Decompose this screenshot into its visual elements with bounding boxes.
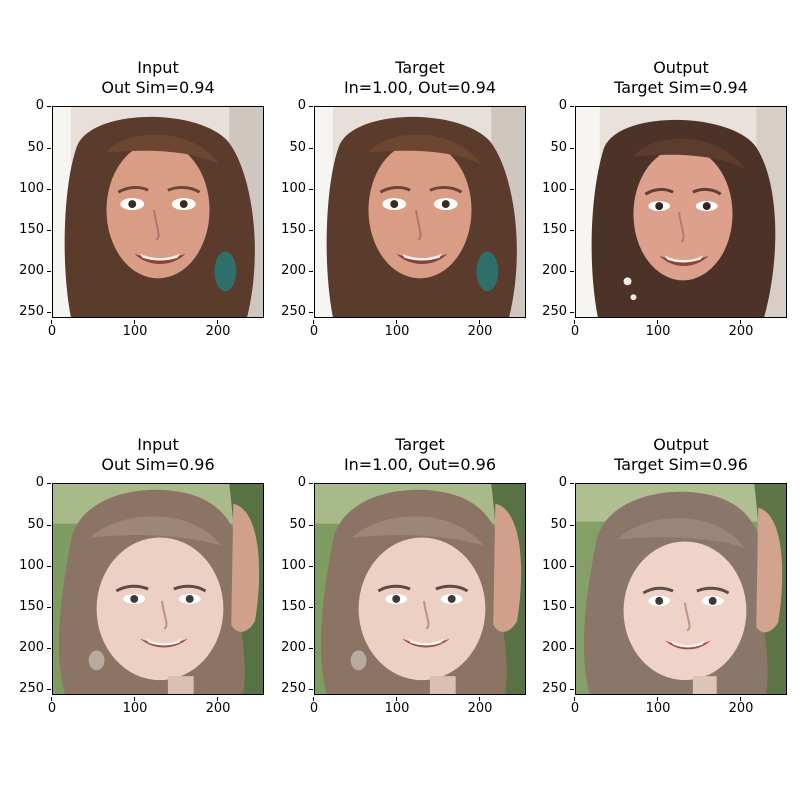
x-tick-label: 200 bbox=[721, 320, 761, 339]
panel-title-line-1: Target bbox=[395, 58, 445, 77]
portrait-image bbox=[315, 107, 525, 317]
y-tick-label: 150 bbox=[527, 223, 574, 237]
x-tick-label: 200 bbox=[198, 697, 238, 716]
panel-title-line-2: In=1.00, Out=0.94 bbox=[343, 78, 497, 97]
x-tick-label: 100 bbox=[377, 697, 417, 716]
y-tick-label: 100 bbox=[527, 559, 574, 573]
panel-title: Output Target Sim=0.96 bbox=[575, 435, 787, 475]
y-tick-label: 50 bbox=[266, 518, 313, 532]
y-tick-label: 50 bbox=[4, 141, 51, 155]
y-tick-label: 200 bbox=[266, 641, 313, 655]
y-tick-label: 0 bbox=[266, 476, 313, 490]
y-tick-label: 150 bbox=[266, 600, 313, 614]
y-tick-label: 0 bbox=[4, 99, 51, 113]
y-tick-label: 250 bbox=[527, 682, 574, 696]
x-tick-label: 0 bbox=[555, 320, 595, 339]
x-tick-label: 0 bbox=[294, 320, 334, 339]
y-tick-label: 50 bbox=[266, 141, 313, 155]
y-tick-label: 50 bbox=[527, 518, 574, 532]
image-axes bbox=[314, 106, 526, 318]
portrait-image bbox=[53, 484, 263, 694]
panel-title: Output Target Sim=0.94 bbox=[575, 58, 787, 98]
panel-output-row-1: Output Target Sim=0.94 bbox=[542, 58, 787, 386]
panel-title-line-1: Output bbox=[653, 435, 709, 454]
y-tick-label: 100 bbox=[527, 182, 574, 196]
panel-target-row-2: Target In=1.00, Out=0.96 bbox=[281, 435, 526, 763]
panel-title: Target In=1.00, Out=0.94 bbox=[314, 58, 526, 98]
panel-title-line-1: Input bbox=[137, 58, 179, 77]
y-tick-label: 0 bbox=[266, 99, 313, 113]
y-tick-label: 0 bbox=[527, 476, 574, 490]
y-tick-label: 150 bbox=[527, 600, 574, 614]
x-tick-label: 100 bbox=[115, 697, 155, 716]
y-tick-label: 200 bbox=[4, 641, 51, 655]
portrait-image bbox=[53, 107, 263, 317]
image-axes bbox=[52, 483, 264, 695]
x-tick-label: 200 bbox=[460, 697, 500, 716]
portrait-image bbox=[315, 484, 525, 694]
panel-title-line-2: In=1.00, Out=0.96 bbox=[343, 455, 497, 474]
y-tick-label: 50 bbox=[527, 141, 574, 155]
y-tick-label: 100 bbox=[4, 559, 51, 573]
x-tick-label: 0 bbox=[32, 320, 72, 339]
y-tick-label: 50 bbox=[4, 518, 51, 532]
y-tick-label: 200 bbox=[527, 641, 574, 655]
y-tick-label: 150 bbox=[4, 600, 51, 614]
x-tick-label: 100 bbox=[377, 320, 417, 339]
y-tick-label: 0 bbox=[4, 476, 51, 490]
y-tick-label: 200 bbox=[527, 264, 574, 278]
panel-title-line-2: Out Sim=0.96 bbox=[101, 455, 215, 474]
portrait-image bbox=[576, 484, 786, 694]
panel-title-line-1: Input bbox=[137, 435, 179, 454]
image-axes bbox=[575, 106, 787, 318]
portrait-image bbox=[576, 107, 786, 317]
x-tick-label: 0 bbox=[555, 697, 595, 716]
panel-title-line-2: Out Sim=0.94 bbox=[101, 78, 215, 97]
y-tick-label: 250 bbox=[266, 305, 313, 319]
image-axes bbox=[52, 106, 264, 318]
x-tick-label: 100 bbox=[638, 697, 678, 716]
panel-input-row-1: Input Out Sim=0.94 bbox=[19, 58, 264, 386]
y-tick-label: 250 bbox=[527, 305, 574, 319]
y-tick-label: 100 bbox=[4, 182, 51, 196]
y-tick-label: 250 bbox=[4, 305, 51, 319]
panel-title: Input Out Sim=0.96 bbox=[52, 435, 264, 475]
x-tick-label: 0 bbox=[32, 697, 72, 716]
y-tick-label: 250 bbox=[4, 682, 51, 696]
panel-title: Input Out Sim=0.94 bbox=[52, 58, 264, 98]
panel-output-row-2: Output Target Sim=0.96 bbox=[542, 435, 787, 763]
panel-title: Target In=1.00, Out=0.96 bbox=[314, 435, 526, 475]
panel-title-line-1: Output bbox=[653, 58, 709, 77]
x-tick-label: 200 bbox=[721, 697, 761, 716]
panel-target-row-1: Target In=1.00, Out=0.94 bbox=[281, 58, 526, 386]
x-tick-label: 200 bbox=[198, 320, 238, 339]
y-tick-label: 200 bbox=[4, 264, 51, 278]
x-tick-label: 100 bbox=[115, 320, 155, 339]
panel-input-row-2: Input Out Sim=0.96 bbox=[19, 435, 264, 763]
y-tick-label: 0 bbox=[527, 99, 574, 113]
y-tick-label: 100 bbox=[266, 182, 313, 196]
panel-title-line-1: Target bbox=[395, 435, 445, 454]
y-tick-label: 250 bbox=[266, 682, 313, 696]
panel-title-line-2: Target Sim=0.96 bbox=[614, 455, 748, 474]
x-tick-label: 200 bbox=[460, 320, 500, 339]
image-axes bbox=[575, 483, 787, 695]
y-tick-label: 100 bbox=[266, 559, 313, 573]
y-tick-label: 200 bbox=[266, 264, 313, 278]
image-axes bbox=[314, 483, 526, 695]
x-tick-label: 0 bbox=[294, 697, 334, 716]
x-tick-label: 100 bbox=[638, 320, 678, 339]
y-tick-label: 150 bbox=[266, 223, 313, 237]
panel-title-line-2: Target Sim=0.94 bbox=[614, 78, 748, 97]
y-tick-label: 150 bbox=[4, 223, 51, 237]
